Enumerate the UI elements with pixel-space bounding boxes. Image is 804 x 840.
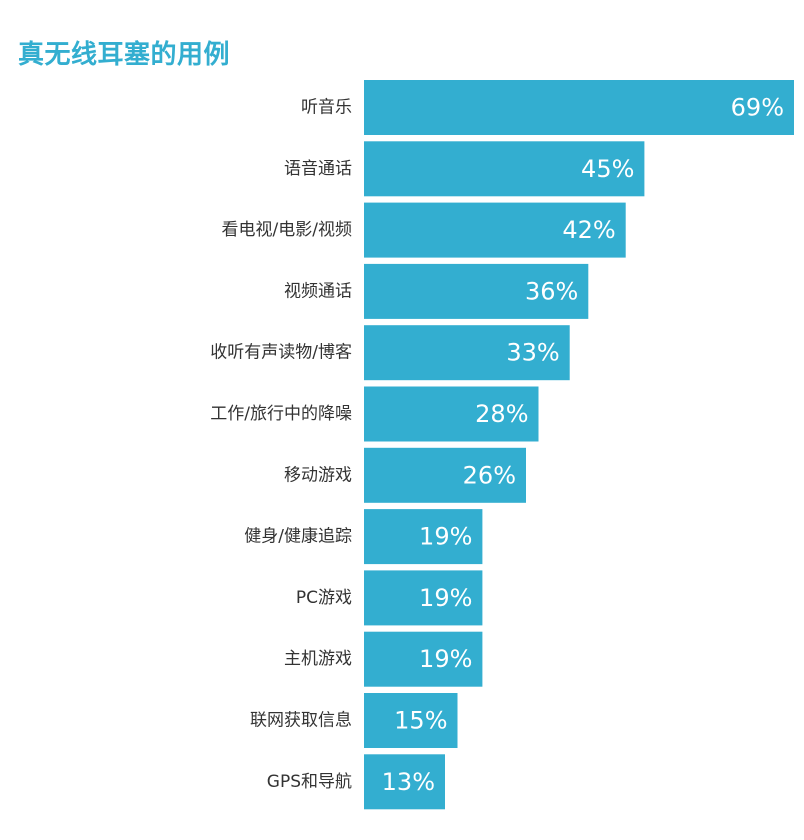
value-label-group: 69% 45% 42% 36% 33% 28% 26% 19% 19% 19% 15% 13% <box>382 94 784 796</box>
value-label-9: 19% <box>419 584 472 612</box>
category-label-8: 健身/健康追踪 <box>244 527 352 547</box>
value-label-4: 36% <box>525 277 578 305</box>
category-label-9: PC游戏 <box>296 588 352 608</box>
value-label-10: 19% <box>419 645 472 673</box>
bar-12 <box>364 754 445 810</box>
bar-8 <box>364 509 483 565</box>
bar-7 <box>364 447 526 503</box>
chart-title: 真无线耳塞的用例 <box>18 40 231 70</box>
bar-6 <box>364 386 539 442</box>
category-label-11: 联网获取信息 <box>250 711 352 731</box>
category-label-group: 听音乐语音通话看电视/电影/视频视频通话收听有声读物/博客工作/旅行中的降噪移动… <box>210 98 352 792</box>
category-label-1: 听音乐 <box>301 98 352 118</box>
bar-1 <box>364 80 794 135</box>
bar-3 <box>364 202 626 258</box>
value-label-2: 45% <box>581 155 634 183</box>
value-label-3: 42% <box>562 216 615 244</box>
category-label-4: 视频通话 <box>284 281 352 301</box>
category-label-7: 移动游戏 <box>284 465 352 485</box>
category-label-10: 主机游戏 <box>284 649 352 669</box>
bar-group <box>364 80 794 810</box>
category-label-3: 看电视/电影/视频 <box>222 220 352 240</box>
bar-11 <box>364 693 458 748</box>
bar-2 <box>364 141 645 197</box>
value-label-5: 33% <box>506 339 559 367</box>
value-label-1: 69% <box>731 94 784 122</box>
category-label-6: 工作/旅行中的降噪 <box>210 404 352 424</box>
category-label-12: GPS和导航 <box>267 772 352 792</box>
bar-10 <box>364 631 483 687</box>
bar-9 <box>364 570 483 626</box>
value-label-7: 26% <box>463 461 516 489</box>
value-label-12: 13% <box>382 768 435 796</box>
bar-4 <box>364 263 589 319</box>
value-label-11: 15% <box>394 707 447 735</box>
category-label-2: 语音通话 <box>284 159 352 179</box>
value-label-6: 28% <box>475 400 528 428</box>
category-label-5: 收听有声读物/博客 <box>210 343 352 363</box>
value-label-8: 19% <box>419 523 472 551</box>
bar-5 <box>364 325 570 381</box>
